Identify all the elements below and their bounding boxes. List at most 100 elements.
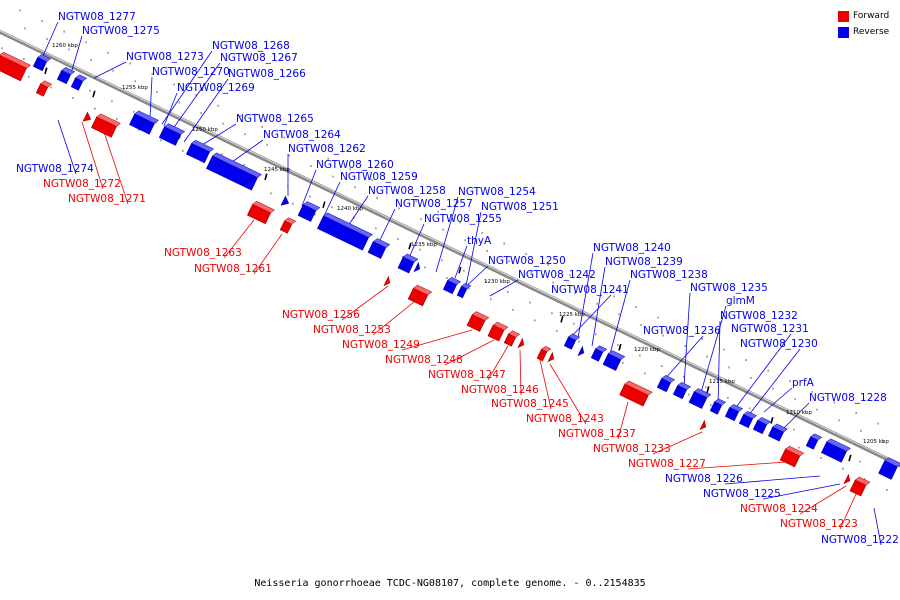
- gene-label-ngtw08-1226[interactable]: NGTW08_1226: [665, 473, 743, 485]
- gene-label-ngtw08-1228[interactable]: NGTW08_1228: [809, 392, 887, 404]
- gene-label-ngtw08-1227[interactable]: NGTW08_1227: [628, 458, 706, 470]
- gene-feature[interactable]: [56, 67, 76, 85]
- gene-label-ngtw08-1247[interactable]: NGTW08_1247: [428, 369, 506, 381]
- gene-feature[interactable]: [279, 217, 297, 234]
- gene-label-ngtw08-1240[interactable]: NGTW08_1240: [593, 242, 671, 254]
- gene-label-ngtw08-1237[interactable]: NGTW08_1237: [558, 428, 636, 440]
- gene-label-ngtw08-1277[interactable]: NGTW08_1277: [58, 11, 136, 23]
- gene-feature[interactable]: [590, 345, 608, 362]
- gene-label-prfa[interactable]: prfA: [792, 377, 815, 389]
- gene-feature[interactable]: [185, 139, 215, 164]
- gene-label-ngtw08-1258[interactable]: NGTW08_1258: [368, 185, 446, 197]
- gene-label-ngtw08-1243[interactable]: NGTW08_1243: [526, 413, 604, 425]
- gene-label-ngtw08-1273[interactable]: NGTW08_1273: [126, 51, 204, 63]
- gene-feature[interactable]: [805, 433, 823, 450]
- gene-feature[interactable]: [843, 473, 851, 485]
- gene-label-ngtw08-1257[interactable]: NGTW08_1257: [395, 198, 473, 210]
- gene-feature[interactable]: [563, 333, 581, 350]
- gene-label-ngtw08-1253[interactable]: NGTW08_1253: [313, 324, 391, 336]
- gene-feature[interactable]: [738, 411, 758, 429]
- gene-feature[interactable]: [129, 110, 159, 135]
- gene-label-ngtw08-1230[interactable]: NGTW08_1230: [740, 338, 818, 350]
- gene-feature[interactable]: [672, 382, 692, 400]
- gene-feature[interactable]: [619, 380, 653, 407]
- gene-label-ngtw08-1223[interactable]: NGTW08_1223: [780, 518, 858, 530]
- gene-feature[interactable]: [602, 350, 626, 371]
- gene-label-glmm[interactable]: glmM: [726, 295, 755, 307]
- gene-feature[interactable]: [246, 200, 276, 225]
- gene-label-ngtw08-1272[interactable]: NGTW08_1272: [43, 178, 121, 190]
- gene-feature[interactable]: [536, 345, 552, 362]
- gene-feature[interactable]: [442, 277, 462, 295]
- gene-feature[interactable]: [456, 282, 472, 299]
- gene-label-ngtw08-1271[interactable]: NGTW08_1271: [68, 193, 146, 205]
- gene-feature[interactable]: [280, 195, 290, 206]
- gene-feature[interactable]: [517, 337, 525, 349]
- gene-feature[interactable]: [297, 201, 321, 222]
- gene-feature[interactable]: [547, 351, 555, 363]
- gene-label-ngtw08-1239[interactable]: NGTW08_1239: [605, 256, 683, 268]
- gene-feature[interactable]: [821, 438, 851, 463]
- gene-feature[interactable]: [503, 330, 521, 347]
- gene-label-ngtw08-1265[interactable]: NGTW08_1265: [236, 113, 314, 125]
- gene-feature[interactable]: [688, 388, 712, 409]
- gene-label-ngtw08-1262[interactable]: NGTW08_1262: [288, 143, 366, 155]
- gene-label-ngtw08-1245[interactable]: NGTW08_1245: [491, 398, 569, 410]
- gene-label-ngtw08-1275[interactable]: NGTW08_1275: [82, 25, 160, 37]
- gene-feature[interactable]: [158, 123, 186, 146]
- gene-feature[interactable]: [32, 54, 52, 72]
- gene-label-thya[interactable]: thyA: [467, 235, 492, 247]
- gene-feature[interactable]: [699, 419, 707, 431]
- gene-feature[interactable]: [206, 152, 263, 191]
- gene-label-ngtw08-1249[interactable]: NGTW08_1249: [342, 339, 420, 351]
- gene-feature[interactable]: [317, 212, 374, 251]
- gene-label-ngtw08-1241[interactable]: NGTW08_1241: [551, 284, 629, 296]
- gene-label-ngtw08-1255[interactable]: NGTW08_1255: [424, 213, 502, 225]
- gene-label-ngtw08-1236[interactable]: NGTW08_1236: [643, 325, 721, 337]
- gene-label-ngtw08-1274[interactable]: NGTW08_1274: [16, 163, 94, 175]
- gene-feature[interactable]: [91, 113, 121, 138]
- gene-label-ngtw08-1250[interactable]: NGTW08_1250: [488, 255, 566, 267]
- gene-label-ngtw08-1248[interactable]: NGTW08_1248: [385, 354, 463, 366]
- gene-feature[interactable]: [0, 51, 32, 82]
- gene-feature[interactable]: [849, 476, 871, 497]
- gene-feature[interactable]: [577, 345, 585, 357]
- gene-feature[interactable]: [656, 375, 676, 393]
- gene-label-ngtw08-1270[interactable]: NGTW08_1270: [152, 66, 230, 78]
- gene-label-ngtw08-1224[interactable]: NGTW08_1224: [740, 503, 818, 515]
- gene-label-ngtw08-1263[interactable]: NGTW08_1263: [164, 247, 242, 259]
- gene-label-ngtw08-1254[interactable]: NGTW08_1254: [458, 186, 536, 198]
- gene-label-ngtw08-1233[interactable]: NGTW08_1233: [593, 443, 671, 455]
- gene-label-ngtw08-1246[interactable]: NGTW08_1246: [461, 384, 539, 396]
- gene-label-ngtw08-1268[interactable]: NGTW08_1268: [212, 40, 290, 52]
- gene-label-ngtw08-1222[interactable]: NGTW08_1222: [821, 534, 899, 546]
- gene-label-ngtw08-1266[interactable]: NGTW08_1266: [228, 68, 306, 80]
- gene-label-ngtw08-1256[interactable]: NGTW08_1256: [282, 309, 360, 321]
- gene-feature[interactable]: [35, 80, 53, 97]
- gene-label-ngtw08-1260[interactable]: NGTW08_1260: [316, 159, 394, 171]
- gene-feature[interactable]: [709, 398, 727, 415]
- gene-feature[interactable]: [413, 261, 421, 273]
- gene-feature[interactable]: [752, 417, 772, 435]
- gene-label-ngtw08-1235[interactable]: NGTW08_1235: [690, 282, 768, 294]
- gene-feature[interactable]: [466, 311, 490, 332]
- gene-label-ngtw08-1264[interactable]: NGTW08_1264: [263, 129, 341, 141]
- gene-feature[interactable]: [397, 253, 419, 274]
- gene-feature[interactable]: [487, 321, 509, 342]
- gene-label-ngtw08-1261[interactable]: NGTW08_1261: [194, 263, 272, 275]
- gene-label-ngtw08-1251[interactable]: NGTW08_1251: [481, 201, 559, 213]
- gene-feature[interactable]: [383, 275, 391, 287]
- gene-feature[interactable]: [367, 238, 391, 259]
- gene-label-ngtw08-1269[interactable]: NGTW08_1269: [177, 82, 255, 94]
- gene-feature[interactable]: [407, 284, 433, 307]
- gene-label-ngtw08-1232[interactable]: NGTW08_1232: [720, 310, 798, 322]
- gene-feature[interactable]: [878, 457, 900, 480]
- gene-feature[interactable]: [82, 111, 92, 122]
- gene-label-ngtw08-1238[interactable]: NGTW08_1238: [630, 269, 708, 281]
- gene-feature[interactable]: [768, 423, 789, 442]
- gene-label-ngtw08-1225[interactable]: NGTW08_1225: [703, 488, 781, 500]
- gene-label-ngtw08-1267[interactable]: NGTW08_1267: [220, 52, 298, 64]
- gene-label-ngtw08-1259[interactable]: NGTW08_1259: [340, 171, 418, 183]
- gene-feature[interactable]: [779, 445, 805, 468]
- gene-label-ngtw08-1231[interactable]: NGTW08_1231: [731, 323, 809, 335]
